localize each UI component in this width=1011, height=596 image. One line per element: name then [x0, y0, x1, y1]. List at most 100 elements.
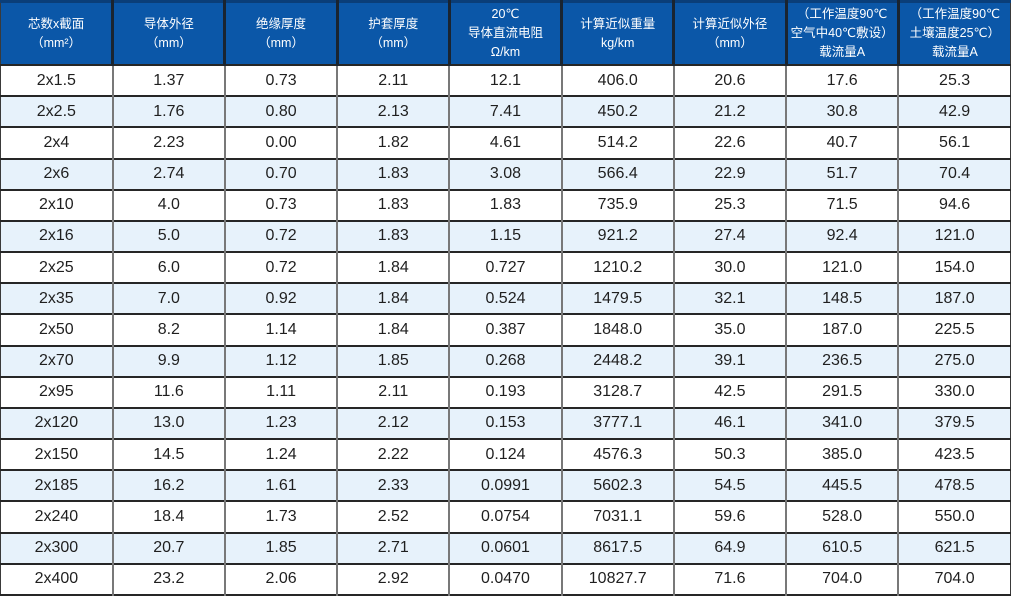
table-cell: 30.0 [672, 251, 787, 284]
table-cell: 1.83 [336, 157, 450, 190]
table-cell: 225.5 [897, 313, 1011, 346]
table-cell: 2x300 [0, 531, 113, 564]
table-cell: 2.11 [336, 375, 450, 408]
table-cell: 0.00 [223, 126, 338, 159]
table-cell: 0.268 [448, 344, 562, 377]
table-cell: 71.6 [672, 562, 787, 595]
table-cell: 0.92 [223, 282, 338, 315]
table-cell: 4.61 [448, 126, 562, 159]
table-cell: 0.73 [223, 188, 338, 221]
table-cell: 478.5 [897, 469, 1011, 502]
table-cell: 92.4 [785, 219, 899, 253]
table-cell: 2.92 [336, 562, 450, 595]
table-cell: 2x25 [0, 251, 113, 284]
table-cell: 0.387 [448, 313, 562, 346]
table-cell: 0.524 [448, 282, 562, 315]
table-cell: 450.2 [560, 95, 674, 128]
table-cell: 3.08 [448, 157, 562, 190]
table-cell: 1.85 [223, 531, 338, 564]
table-cell: 46.1 [672, 406, 787, 440]
column-header-2: 导体外径 （mm） [111, 1, 225, 66]
table-cell: 2x185 [0, 469, 113, 502]
table-cell: 0.80 [223, 95, 338, 128]
table-cell: 30.8 [785, 95, 899, 128]
table-cell: 2x95 [0, 375, 113, 408]
table-cell: 71.5 [785, 188, 899, 221]
column-header-8: （工作温度90℃ 空气中40℃敷设） 载流量A [784, 1, 899, 66]
table-cell: 0.0991 [448, 469, 562, 502]
table-cell: 2x35 [0, 282, 113, 315]
table-cell: 0.727 [448, 251, 562, 284]
table-cell: 406.0 [560, 63, 674, 97]
table-cell: 187.0 [785, 313, 899, 346]
table-cell: 550.0 [897, 500, 1011, 533]
table-cell: 4576.3 [560, 438, 674, 471]
table-cell: 1.15 [448, 219, 562, 253]
table-cell: 1.61 [223, 469, 338, 502]
table-cell: 1.12 [223, 344, 338, 377]
table-cell: 51.7 [785, 157, 899, 190]
table-row-2x185: 2x185 16.2 1.61 2.33 0.0991 5602.3 54.5 445.5 47… [0, 469, 1011, 502]
table-cell: 275.0 [897, 344, 1011, 377]
table-cell: 2x240 [0, 500, 113, 533]
table-cell: 2.11 [336, 63, 450, 97]
table-cell: 22.6 [672, 126, 787, 159]
table-cell: 2448.2 [560, 344, 674, 377]
table-cell: 1.85 [336, 344, 450, 377]
table-cell: 7.41 [448, 95, 562, 128]
table-cell: 187.0 [897, 282, 1011, 315]
table-cell: 50.3 [672, 438, 787, 471]
table-cell: 423.5 [897, 438, 1011, 471]
table-cell: 0.72 [223, 219, 338, 253]
table-cell: 1.84 [336, 282, 450, 315]
table-cell: 0.0754 [448, 500, 562, 533]
table-cell: 121.0 [897, 219, 1011, 253]
table-cell: 1.37 [111, 63, 225, 97]
table-cell: 121.0 [785, 251, 899, 284]
table-cell: 1.82 [336, 126, 450, 159]
table-cell: 6.0 [111, 251, 225, 284]
table-cell: 154.0 [897, 251, 1011, 284]
table-cell: 27.4 [672, 219, 787, 253]
table-row-2x240: 2x240 18.4 1.73 2.52 0.0754 7031.1 59.6 528.0 55… [0, 500, 1011, 533]
table-cell: 514.2 [560, 126, 674, 159]
table-cell: 330.0 [897, 375, 1011, 408]
table-cell: 9.9 [111, 344, 225, 377]
table-cell: 20.7 [111, 531, 225, 564]
table-cell: 2x1.5 [0, 63, 113, 97]
table-cell: 42.9 [897, 95, 1011, 128]
table-cell: 704.0 [785, 562, 899, 595]
table-cell: 13.0 [111, 406, 225, 440]
table-cell: 42.5 [672, 375, 787, 408]
table-cell: 2.12 [336, 406, 450, 440]
table-cell: 70.4 [897, 157, 1011, 190]
table-cell: 17.6 [785, 63, 899, 97]
table-row-2x16: 2x16 5.0 0.72 1.83 1.15 921.2 27.4 92.4 121.0 [0, 219, 1011, 253]
table-cell: 16.2 [111, 469, 225, 502]
table-cell: 2.23 [111, 126, 225, 159]
table-cell: 54.5 [672, 469, 787, 502]
table-cell: 2x10 [0, 188, 113, 221]
table-cell: 3777.1 [560, 406, 674, 440]
table-cell: 2.52 [336, 500, 450, 533]
table-cell: 1.83 [336, 219, 450, 253]
table-cell: 2.06 [223, 562, 338, 595]
table-cell: 2x2.5 [0, 95, 113, 128]
table-row-2x25: 2x25 6.0 0.72 1.84 0.727 1210.2 30.0 121.0 154.0 [0, 251, 1011, 284]
table-cell: 59.6 [672, 500, 787, 533]
column-header-5: 20℃ 导体直流电阻 Ω/km [447, 1, 562, 66]
table-cell: 7031.1 [560, 500, 674, 533]
table-cell: 0.193 [448, 375, 562, 408]
table-row-2x10: 2x10 4.0 0.73 1.83 1.83 735.9 25.3 71.5 94.6 [0, 188, 1011, 221]
table-cell: 5.0 [111, 219, 225, 253]
table-cell: 2.71 [336, 531, 450, 564]
table-cell: 2.74 [111, 157, 225, 190]
table-cell: 2x4 [0, 126, 113, 159]
table-cell: 0.153 [448, 406, 562, 440]
table-cell: 704.0 [897, 562, 1011, 595]
table-cell: 0.70 [223, 157, 338, 190]
table-cell: 621.5 [897, 531, 1011, 564]
table-row-2x1.5: 2x1.5 1.37 0.73 2.11 12.1 406.0 20.6 17.6 25.3 [0, 63, 1011, 97]
